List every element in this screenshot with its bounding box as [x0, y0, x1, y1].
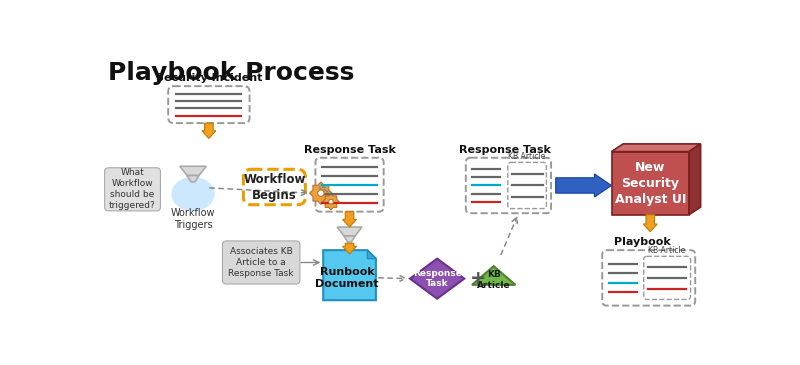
Polygon shape [689, 144, 701, 215]
Text: KB Article: KB Article [509, 152, 546, 161]
Text: Runbook
Document: Runbook Document [315, 267, 379, 289]
Polygon shape [367, 250, 376, 259]
FancyArrow shape [342, 243, 357, 254]
Text: Associates KB
Article to a
Response Task: Associates KB Article to a Response Task [229, 247, 294, 278]
FancyBboxPatch shape [611, 151, 689, 215]
FancyArrow shape [202, 123, 216, 138]
Text: Playbook: Playbook [614, 237, 671, 247]
Text: Workflow
Begins: Workflow Begins [243, 173, 306, 201]
Polygon shape [344, 236, 355, 242]
Text: Response
Task: Response Task [413, 269, 462, 288]
Text: New
Security
Analyst UI: New Security Analyst UI [614, 161, 686, 205]
Polygon shape [180, 166, 206, 176]
Polygon shape [310, 182, 332, 204]
Polygon shape [337, 227, 362, 236]
FancyBboxPatch shape [222, 241, 300, 284]
Text: Playbook Process: Playbook Process [108, 61, 354, 85]
Polygon shape [322, 193, 339, 210]
FancyArrow shape [556, 174, 611, 197]
Text: KB Article: KB Article [649, 246, 686, 255]
Text: Workflow
Triggers: Workflow Triggers [170, 208, 215, 230]
FancyArrow shape [643, 215, 658, 232]
Polygon shape [611, 144, 701, 151]
Polygon shape [410, 259, 464, 299]
Ellipse shape [171, 177, 214, 211]
FancyArrow shape [342, 212, 357, 227]
Text: KB
Article: KB Article [477, 270, 510, 290]
FancyBboxPatch shape [105, 168, 161, 211]
Polygon shape [323, 250, 376, 300]
Text: What
Workflow
should be
triggered?: What Workflow should be triggered? [109, 168, 156, 211]
Text: Security Incident: Security Incident [156, 73, 262, 83]
Text: +: + [470, 269, 486, 288]
Polygon shape [187, 176, 199, 182]
Text: Response Task: Response Task [458, 145, 550, 155]
Circle shape [318, 190, 324, 196]
Text: Response Task: Response Task [304, 145, 395, 155]
Polygon shape [472, 266, 515, 285]
Circle shape [329, 199, 334, 204]
